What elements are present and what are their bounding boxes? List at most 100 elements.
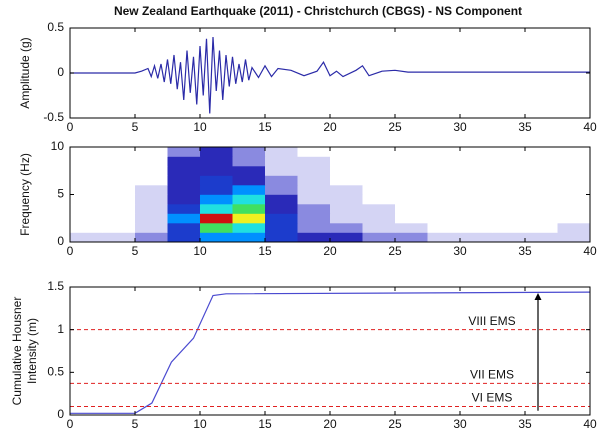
heat-cell xyxy=(167,194,201,205)
heat-cell xyxy=(460,175,493,186)
heat-cell xyxy=(525,213,558,224)
heat-cell xyxy=(265,223,298,233)
heat-cell xyxy=(167,147,201,157)
heat-cell xyxy=(70,204,103,214)
heat-cell xyxy=(492,232,526,243)
heat-cell xyxy=(492,185,526,195)
heat-cell xyxy=(232,194,266,205)
heat-cell xyxy=(167,223,201,233)
heat-cell xyxy=(557,232,591,243)
heat-cell xyxy=(297,156,331,167)
heat-cell xyxy=(525,147,558,157)
heat-cell xyxy=(102,147,136,157)
x-tick-label: 15 xyxy=(258,417,272,431)
heat-cell xyxy=(395,156,428,167)
heat-cell xyxy=(265,166,298,176)
heat-cell xyxy=(232,156,266,167)
heat-cell xyxy=(492,204,526,214)
heat-cell xyxy=(395,166,428,176)
heat-cell xyxy=(297,204,331,214)
heat-cell xyxy=(427,213,461,224)
heat-cell xyxy=(460,232,493,243)
heat-cell xyxy=(330,223,363,233)
reference-label: VIII EMS xyxy=(468,314,515,328)
y-tick-label: 0.5 xyxy=(47,20,64,34)
heat-cell xyxy=(557,204,591,214)
heat-cell xyxy=(70,166,103,176)
y-tick-label: 1 xyxy=(57,322,64,336)
heat-cell xyxy=(330,175,363,186)
heat-cell xyxy=(102,194,136,205)
heat-cell xyxy=(135,147,168,157)
x-tick-label: 10 xyxy=(193,120,207,134)
heat-cell xyxy=(525,166,558,176)
heat-cell xyxy=(135,156,168,167)
heat-cell xyxy=(427,232,461,243)
y-tick-label: 0 xyxy=(57,65,64,79)
heat-cell xyxy=(557,175,591,186)
heat-cell xyxy=(232,232,266,243)
heat-cell xyxy=(362,223,396,233)
heat-cell xyxy=(200,156,233,167)
heat-cell xyxy=(70,175,103,186)
heat-cell xyxy=(525,204,558,214)
heat-cell xyxy=(70,194,103,205)
heat-cell xyxy=(557,156,591,167)
heat-cell xyxy=(102,166,136,176)
x-tick-label: 35 xyxy=(518,244,532,258)
heat-cell xyxy=(427,147,461,157)
arrow-head xyxy=(534,292,542,300)
heat-cell xyxy=(362,185,396,195)
heat-cell xyxy=(232,147,266,157)
heat-cell xyxy=(362,156,396,167)
heat-cell xyxy=(460,194,493,205)
y-tick-label: -0.5 xyxy=(43,110,64,124)
heat-cell xyxy=(200,194,233,205)
heat-cell xyxy=(167,166,201,176)
heat-cell xyxy=(200,213,233,224)
heat-cell xyxy=(557,213,591,224)
heat-cell xyxy=(232,175,266,186)
x-tick-label: 0 xyxy=(67,244,74,258)
heat-cell xyxy=(395,232,428,243)
x-tick-label: 35 xyxy=(518,417,532,431)
y-axis-label: Frequency (Hz) xyxy=(18,153,32,236)
x-tick-label: 0 xyxy=(67,120,74,134)
heat-cell xyxy=(362,147,396,157)
heat-cell xyxy=(525,194,558,205)
heat-cell xyxy=(135,175,168,186)
heat-cell xyxy=(297,232,331,243)
heat-cell xyxy=(525,156,558,167)
heat-cell xyxy=(427,156,461,167)
heat-cell xyxy=(297,185,331,195)
heat-cell xyxy=(102,232,136,243)
heat-cell xyxy=(70,156,103,167)
heat-cell xyxy=(557,194,591,205)
heat-cell xyxy=(167,175,201,186)
x-tick-label: 15 xyxy=(258,120,272,134)
heat-cell xyxy=(492,166,526,176)
heat-cell xyxy=(200,175,233,186)
heat-cell xyxy=(395,223,428,233)
heat-cell xyxy=(135,194,168,205)
heat-cell xyxy=(265,185,298,195)
heat-cell xyxy=(395,194,428,205)
heat-cell xyxy=(362,166,396,176)
x-tick-label: 40 xyxy=(583,417,597,431)
reference-label: VII EMS xyxy=(470,368,514,382)
heat-cell xyxy=(330,204,363,214)
heat-cell xyxy=(70,147,103,157)
heat-cell xyxy=(330,156,363,167)
heat-cell xyxy=(297,223,331,233)
x-tick-label: 40 xyxy=(583,120,597,134)
heat-cell xyxy=(362,194,396,205)
heat-cell xyxy=(395,204,428,214)
heat-cell xyxy=(525,185,558,195)
heat-cell xyxy=(330,213,363,224)
heat-cell xyxy=(492,175,526,186)
heat-cell xyxy=(70,232,103,243)
x-tick-label: 20 xyxy=(323,417,337,431)
heat-cell xyxy=(427,175,461,186)
heat-cell xyxy=(395,175,428,186)
